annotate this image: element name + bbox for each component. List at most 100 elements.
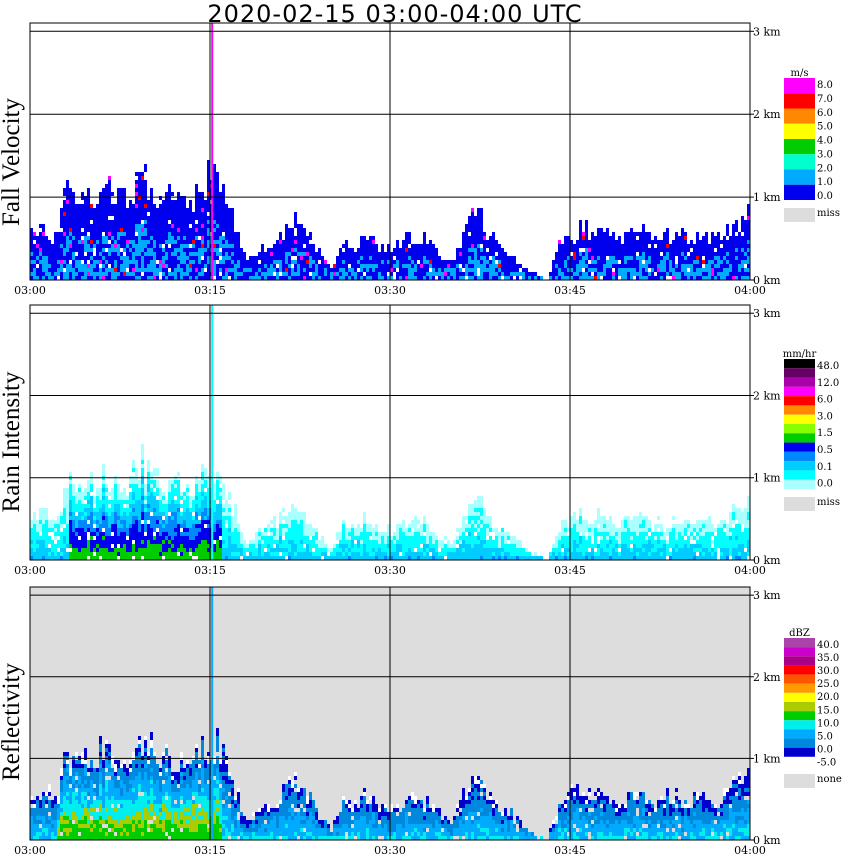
rain-intensity-echo-cell <box>303 528 306 532</box>
fall-velocity-echo-cell <box>705 268 708 272</box>
fall-velocity-echo-cell <box>477 256 480 260</box>
fall-velocity-echo-cell <box>108 236 111 240</box>
fall-velocity-echo-cell <box>603 260 606 264</box>
fall-velocity-echo-cell <box>663 268 666 272</box>
fall-velocity-echo-cell <box>603 264 606 268</box>
rain-intensity-echo-cell <box>489 540 492 544</box>
fall-velocity-echo-cell <box>468 216 471 220</box>
rain-intensity-echo-cell <box>33 532 36 536</box>
rain-intensity-echo-cell <box>480 524 483 528</box>
rain-intensity-echo-cell <box>192 520 195 524</box>
fall-velocity-echo-cell <box>621 260 624 264</box>
fall-velocity-echo-cell <box>108 220 111 224</box>
fall-velocity-echo-cell <box>600 264 603 268</box>
fall-velocity-echo-cell <box>219 228 222 232</box>
fall-velocity-echo-cell <box>198 196 201 200</box>
fall-velocity-echo-cell <box>279 232 282 236</box>
fall-velocity-echo-cell <box>150 276 153 280</box>
rain-intensity-echo-cell <box>195 524 198 528</box>
fall-velocity-echo-cell <box>45 248 48 252</box>
rain-intensity-echo-cell <box>174 524 177 528</box>
rain-intensity-echo-cell <box>78 484 81 488</box>
rain-intensity-echo-cell <box>189 532 192 536</box>
fall-velocity-echo-cell <box>180 208 183 212</box>
rain-intensity-echo-cell <box>282 544 285 548</box>
rain-intensity-echo-cell <box>372 536 375 540</box>
fall-velocity-echo-cell <box>477 228 480 232</box>
fall-velocity-legend-miss-swatch <box>784 208 815 222</box>
rain-intensity-echo-cell <box>147 460 150 464</box>
rain-intensity-echo-cell <box>486 516 489 520</box>
fall-velocity-echo-cell <box>414 264 417 268</box>
fall-velocity-echo-cell <box>180 248 183 252</box>
fall-velocity-echo-cell <box>564 264 567 268</box>
fall-velocity-echo-cell <box>141 264 144 268</box>
fall-velocity-echo-cell <box>660 272 663 276</box>
rain-intensity-echo-cell <box>564 532 567 536</box>
rain-intensity-echo-cell <box>216 556 219 560</box>
rain-intensity-echo-cell <box>207 504 210 508</box>
fall-velocity-echo-cell <box>309 256 312 260</box>
fall-velocity-echo-cell <box>726 272 729 276</box>
rain-intensity-echo-cell <box>57 540 60 544</box>
rain-intensity-echo-cell <box>66 552 69 556</box>
fall-velocity-echo-cell <box>204 200 207 204</box>
rain-intensity-echo-cell <box>291 556 294 560</box>
fall-velocity-echo-cell <box>183 244 186 248</box>
rain-intensity-echo-cell <box>201 544 204 548</box>
rain-intensity-echo-cell <box>177 540 180 544</box>
fall-velocity-echo-cell <box>153 244 156 248</box>
fall-velocity-echo-cell <box>108 244 111 248</box>
rain-intensity-echo-cell <box>510 540 513 544</box>
fall-velocity-echo-cell <box>492 244 495 248</box>
fall-velocity-echo-cell <box>747 248 750 252</box>
rain-intensity-echo-cell <box>171 536 174 540</box>
rain-intensity-echo-cell <box>171 544 174 548</box>
fall-velocity-echo-cell <box>198 220 201 224</box>
rain-intensity-echo-cell <box>441 548 444 552</box>
rain-intensity-echo-cell <box>159 524 162 528</box>
rain-intensity-echo-cell <box>186 540 189 544</box>
fall-velocity-legend-unit: m/s <box>791 68 809 79</box>
rain-intensity-echo-cell <box>87 524 90 528</box>
rain-intensity-echo-cell <box>387 540 390 544</box>
fall-velocity-echo-cell <box>357 248 360 252</box>
rain-intensity-echo-cell <box>174 484 177 488</box>
rain-intensity-echo-cell <box>135 496 138 500</box>
fall-velocity-echo-cell <box>627 248 630 252</box>
rain-intensity-echo-cell <box>462 544 465 548</box>
fall-velocity-echo-cell <box>63 244 66 248</box>
rain-intensity-echo-cell <box>189 528 192 532</box>
rain-intensity-echo-cell <box>561 552 564 556</box>
rain-intensity-echo-cell <box>471 512 474 516</box>
rain-intensity-echo-cell <box>45 544 48 548</box>
rain-intensity-echo-cell <box>117 540 120 544</box>
fall-velocity-echo-cell <box>141 180 144 184</box>
fall-velocity-echo-cell <box>726 240 729 244</box>
rain-intensity-echo-cell <box>228 556 231 560</box>
fall-velocity-echo-cell <box>465 228 468 232</box>
rain-intensity-echo-cell <box>51 540 54 544</box>
rain-intensity-echo-cell <box>267 540 270 544</box>
fall-velocity-echo-cell <box>228 264 231 268</box>
rain-intensity-echo-cell <box>147 472 150 476</box>
fall-velocity-echo-cell <box>207 228 210 232</box>
fall-velocity-echo-cell <box>645 272 648 276</box>
rain-intensity-echo-cell <box>486 556 489 560</box>
fall-velocity-echo-cell <box>156 224 159 228</box>
rain-intensity-echo-cell <box>72 492 75 496</box>
rain-intensity-echo-cell <box>156 548 159 552</box>
fall-velocity-echo-cell <box>195 208 198 212</box>
fall-velocity-echo-cell <box>627 260 630 264</box>
rain-intensity-echo-cell <box>234 556 237 560</box>
rain-intensity-echo-cell <box>96 512 99 516</box>
fall-velocity-echo-cell <box>435 272 438 276</box>
rain-intensity-echo-cell <box>369 548 372 552</box>
fall-velocity-echo-cell <box>216 200 219 204</box>
rain-intensity-echo-cell <box>90 524 93 528</box>
fall-velocity-echo-cell <box>126 248 129 252</box>
fall-velocity-echo-cell <box>276 272 279 276</box>
fall-velocity-echo-cell <box>66 260 69 264</box>
fall-velocity-echo-cell <box>177 192 180 196</box>
fall-velocity-echo-cell <box>141 176 144 180</box>
